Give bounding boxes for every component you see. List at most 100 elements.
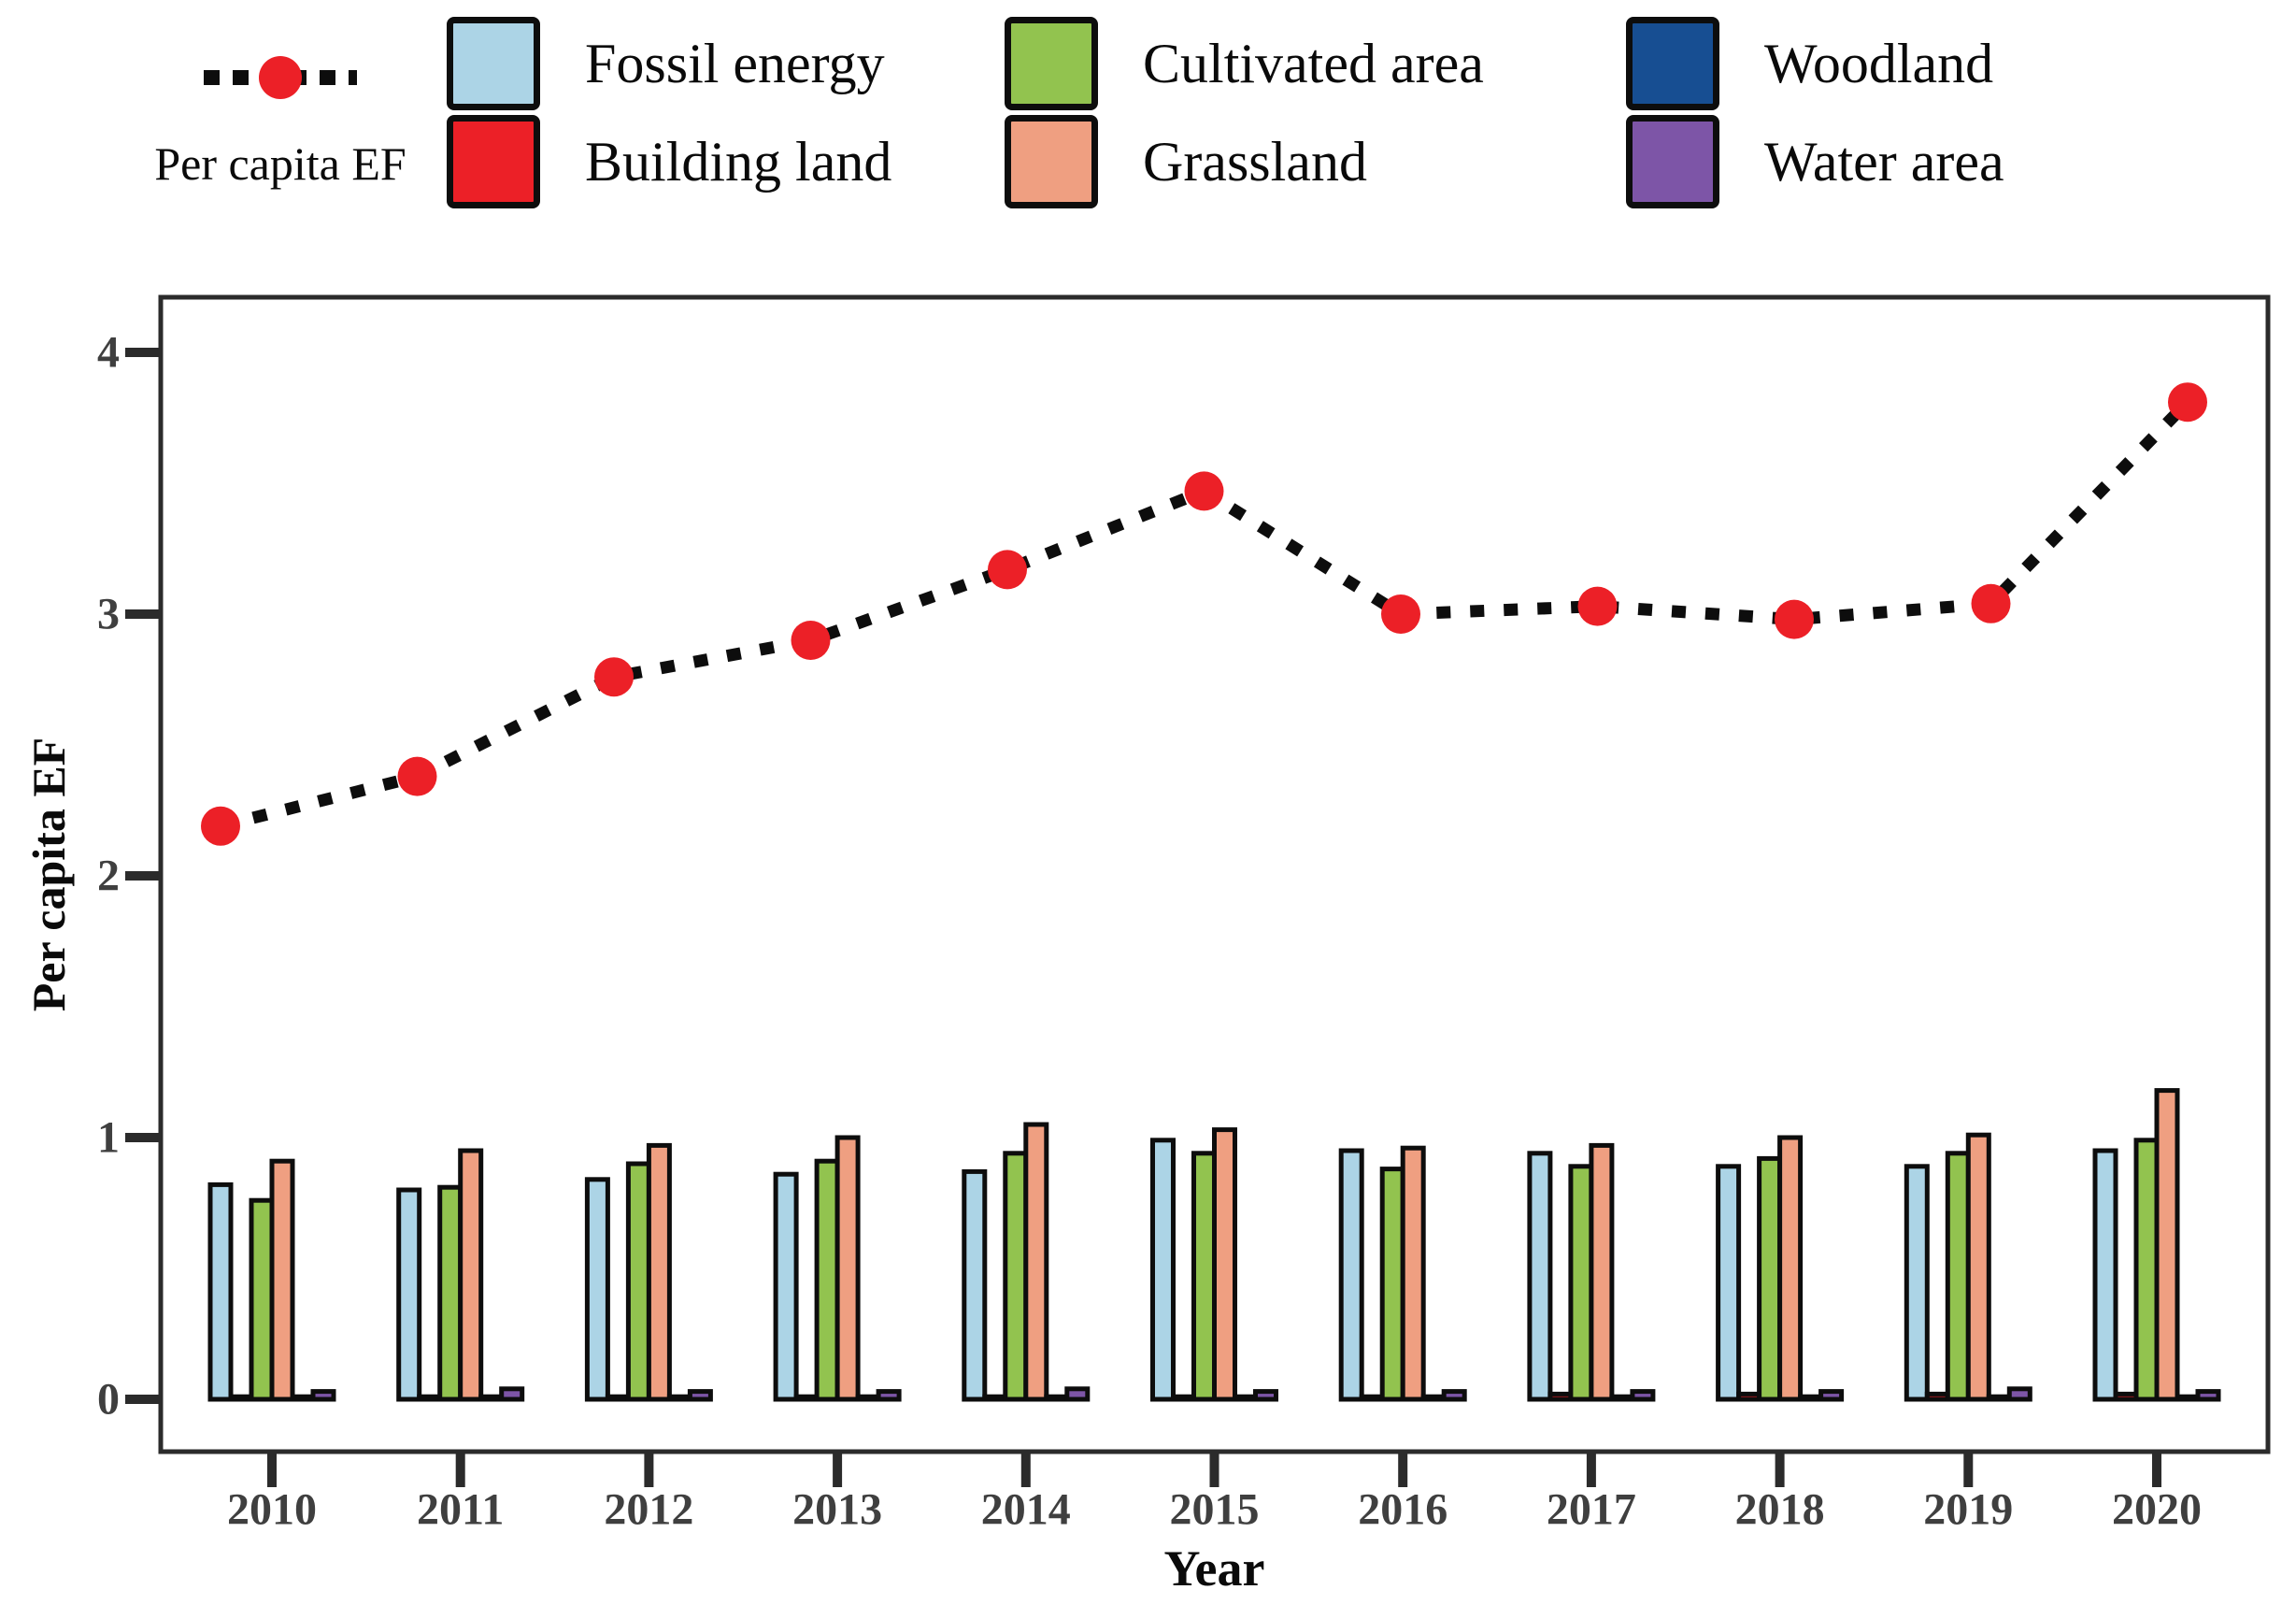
bar-grassland-2019 (1965, 1132, 1991, 1402)
x-axis-tick-label: 2016 (1358, 1485, 1447, 1535)
legend-swatch-building-land-icon (447, 115, 540, 208)
bar-fossil-energy-2017 (1527, 1151, 1553, 1402)
y-axis-title: Per capita EF (22, 738, 75, 1011)
bar-cultivated-area-2010 (249, 1197, 275, 1402)
bar-cultivated-area-2014 (1003, 1151, 1029, 1402)
bar-woodland-2014 (1044, 1394, 1070, 1402)
legend-item-fossil-energy: Fossil energy (447, 17, 885, 110)
y-axis-tick-label: 4 (97, 328, 120, 378)
legend-label-per-capita-ef: Per capita EF (154, 137, 406, 190)
legend-item-woodland: Woodland (1626, 17, 1993, 110)
x-axis-tick-label: 2014 (981, 1485, 1071, 1535)
bar-water-area-2017 (1630, 1389, 1656, 1402)
bar-water-area-2010 (310, 1389, 336, 1402)
x-axis-tick-label: 2020 (2112, 1485, 2202, 1535)
bar-fossil-energy-2011 (396, 1187, 422, 1402)
y-axis-tick-label: 3 (97, 590, 120, 639)
bar-woodland-2011 (478, 1394, 505, 1402)
bar-grassland-2010 (269, 1158, 295, 1402)
bar-fossil-energy-2012 (584, 1177, 610, 1402)
legend-label-woodland: Woodland (1764, 32, 1994, 94)
y-axis-tick-label: 2 (97, 852, 120, 901)
bar-woodland-2020 (2175, 1394, 2201, 1402)
y-axis-tick-label: 1 (97, 1113, 120, 1163)
line-point-2015 (1184, 471, 1224, 511)
x-axis-tick-label: 2011 (417, 1485, 504, 1535)
line-point-2012 (594, 657, 634, 697)
line-point-2013 (791, 621, 831, 660)
line-point-2017 (1577, 586, 1618, 626)
legend: Per capita EF Fossil energy Building lan… (0, 0, 2296, 224)
bar-water-area-2012 (687, 1389, 713, 1402)
bar-water-area-2016 (1441, 1389, 1467, 1402)
bar-cultivated-area-2012 (625, 1161, 651, 1402)
bar-fossil-energy-2019 (1904, 1164, 1930, 1402)
bar-water-area-2019 (2006, 1386, 2032, 1402)
bar-building-land-2018 (1736, 1391, 1762, 1402)
y-axis-tick-label: 0 (97, 1375, 120, 1425)
bar-grassland-2015 (1212, 1127, 1237, 1402)
bar-building-land-2016 (1359, 1394, 1385, 1402)
x-axis-tick-label: 2015 (1170, 1485, 1260, 1535)
bar-cultivated-area-2013 (814, 1158, 840, 1402)
bar-grassland-2018 (1777, 1135, 1804, 1402)
line-point-2011 (397, 756, 437, 796)
bar-building-land-2011 (417, 1394, 443, 1402)
bar-grassland-2014 (1023, 1122, 1049, 1402)
bar-woodland-2015 (1233, 1394, 1258, 1402)
legend-swatch-water-area-icon (1626, 115, 1719, 208)
bar-building-land-2012 (605, 1394, 631, 1402)
bar-water-area-2015 (1253, 1389, 1278, 1402)
x-axis-tick-label: 2010 (227, 1485, 317, 1535)
bar-building-land-2014 (982, 1394, 1008, 1402)
line-point-2019 (1971, 583, 2011, 623)
bar-fossil-energy-2013 (773, 1171, 799, 1402)
bar-building-land-2019 (1924, 1391, 1950, 1402)
bar-woodland-2017 (1609, 1394, 1635, 1402)
bar-cultivated-area-2019 (1945, 1151, 1971, 1402)
x-axis-title: Year (1164, 1540, 1265, 1597)
legend-swatch-cultivated-area-icon (1005, 17, 1098, 110)
bar-grassland-2013 (834, 1135, 861, 1402)
bar-fossil-energy-2018 (1716, 1164, 1742, 1402)
bar-grassland-2012 (646, 1142, 672, 1402)
bar-fossil-energy-2010 (207, 1182, 234, 1402)
line-point-2016 (1381, 594, 1420, 634)
legend-swatch-grassland-icon (1005, 115, 1098, 208)
bar-woodland-2012 (666, 1394, 692, 1402)
legend-swatch-woodland-icon (1626, 17, 1719, 110)
x-axis-tick-label: 2017 (1547, 1485, 1636, 1535)
bar-woodland-2010 (290, 1394, 316, 1402)
x-axis-tick-label: 2012 (604, 1485, 693, 1535)
bar-fossil-energy-2014 (962, 1168, 988, 1402)
bar-building-land-2013 (793, 1394, 820, 1402)
bar-cultivated-area-2016 (1379, 1167, 1405, 1402)
bar-cultivated-area-2017 (1568, 1164, 1594, 1402)
bar-grassland-2017 (1589, 1142, 1615, 1402)
bar-building-land-2017 (1547, 1391, 1574, 1402)
bar-cultivated-area-2020 (2133, 1138, 2160, 1402)
bar-water-area-2014 (1064, 1386, 1091, 1402)
bar-water-area-2018 (1818, 1389, 1845, 1402)
bar-grassland-2016 (1400, 1145, 1426, 1402)
line-point-2020 (2168, 382, 2207, 422)
bar-fossil-energy-2020 (2092, 1148, 2118, 1402)
line-point-2010 (201, 806, 240, 846)
legend-label-cultivated-area: Cultivated area (1143, 32, 1484, 94)
per-capita-ef-marker-icon (196, 50, 364, 106)
bar-cultivated-area-2018 (1757, 1155, 1783, 1402)
bar-cultivated-area-2015 (1191, 1151, 1217, 1402)
line-point-2018 (1775, 599, 1814, 639)
bar-grassland-2011 (458, 1148, 484, 1402)
legend-label-water-area: Water area (1764, 130, 2004, 193)
bar-building-land-2015 (1171, 1394, 1196, 1402)
x-axis-tick-label: 2013 (792, 1485, 882, 1535)
line-point-2014 (988, 550, 1027, 590)
bar-building-land-2020 (2113, 1391, 2139, 1402)
bar-woodland-2013 (855, 1394, 881, 1402)
legend-label-building-land: Building land (585, 130, 892, 193)
bar-fossil-energy-2016 (1338, 1148, 1364, 1402)
legend-item-water-area: Water area (1626, 115, 2004, 208)
